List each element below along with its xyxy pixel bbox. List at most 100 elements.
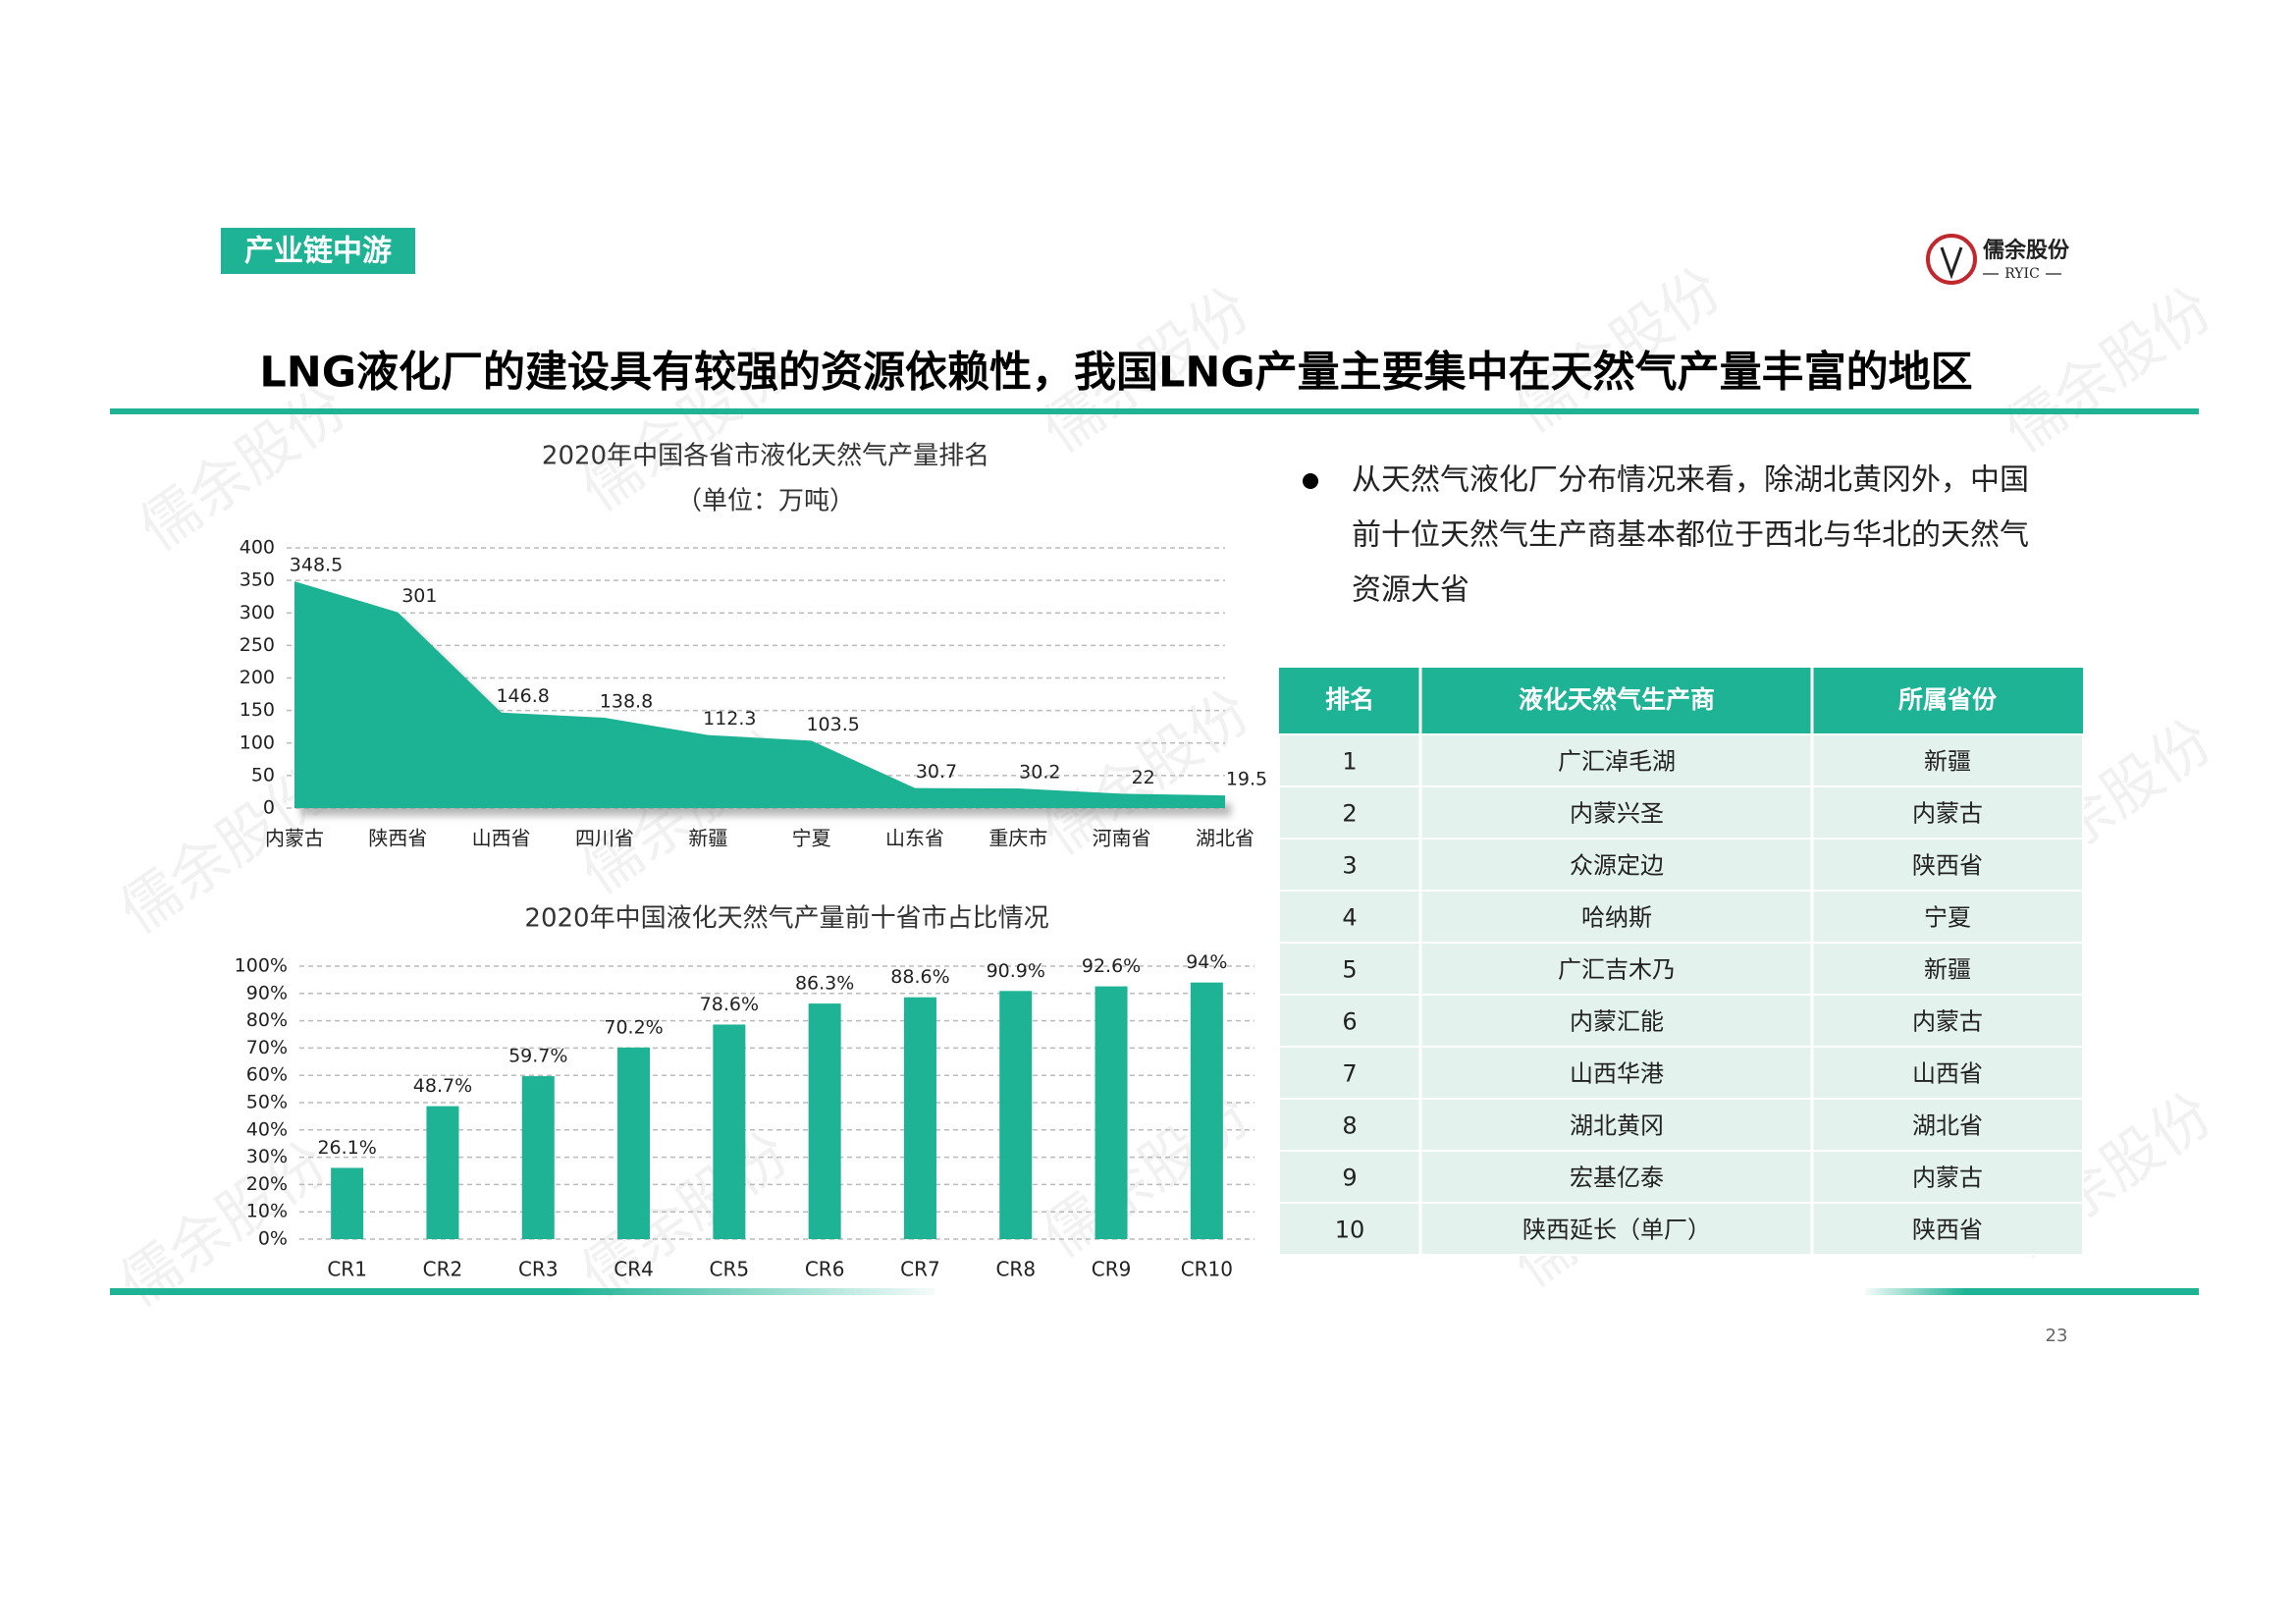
y-tick-label: 70% <box>246 1037 288 1058</box>
x-tick-label: CR5 <box>710 1258 750 1281</box>
x-tick-label: 四川省 <box>575 827 634 850</box>
table-cell: 陕西省 <box>1912 852 1983 880</box>
data-label: 348.5 <box>290 555 343 576</box>
table-cell: 陕西延长（单厂） <box>1522 1217 1711 1244</box>
table-cell: 新疆 <box>1924 748 1971 776</box>
table-cell: 内蒙古 <box>1912 800 1983 828</box>
table-cell: 9 <box>1342 1164 1357 1192</box>
table-cell: 新疆 <box>1924 956 1971 984</box>
data-label: 90.9% <box>987 960 1045 982</box>
data-label: 26.1% <box>317 1137 376 1159</box>
table-cell: 3 <box>1342 852 1357 880</box>
table-cell: 1 <box>1342 748 1357 776</box>
chart: 2020年中国液化天然气产量前十省市占比情况 0% 10% 20% 30% 40% 50% 6… <box>235 904 1255 1281</box>
x-tick-label: CR6 <box>805 1258 845 1281</box>
bullet-dot <box>1303 473 1318 489</box>
y-tick-label: 80% <box>246 1009 288 1031</box>
table-row-bg <box>1278 733 2084 787</box>
y-tick-label: 30% <box>246 1146 288 1167</box>
section-tag-bg <box>221 228 415 274</box>
section-tag: 产业链中游 <box>244 235 392 269</box>
chart-subtitle: （单位：万吨） <box>676 487 855 516</box>
table-header-bg <box>1279 668 2083 734</box>
table-cell: 6 <box>1342 1008 1357 1036</box>
bar <box>903 997 936 1239</box>
table-cell: 湖北省 <box>1912 1112 1983 1140</box>
data-label: 94% <box>1186 951 1227 973</box>
data-label: 30.2 <box>1019 761 1060 783</box>
watermark: 儒余股份 <box>569 1119 802 1311</box>
bullet-text: 从天然气液化厂分布情况来看，除湖北黄冈外，中国 <box>1352 463 2029 498</box>
x-tick-label: CR2 <box>423 1258 463 1281</box>
table-row-bg <box>1278 890 2084 944</box>
logo-mark <box>1926 234 1977 285</box>
data-label: 138.8 <box>600 691 653 713</box>
table-row-bg <box>1278 1046 2084 1100</box>
x-tick-label: CR8 <box>995 1258 1036 1281</box>
data-label: 86.3% <box>795 973 854 995</box>
table-cell: 8 <box>1342 1112 1357 1140</box>
x-tick-label: CR4 <box>614 1258 654 1281</box>
table-cell: 山西省 <box>1912 1060 1983 1088</box>
footer-rule <box>1865 1288 2199 1295</box>
y-tick-label: 250 <box>240 634 275 656</box>
x-tick-label: 内蒙古 <box>265 827 324 850</box>
table-cell: 广汇吉木乃 <box>1558 956 1676 984</box>
bar <box>331 1167 364 1239</box>
x-tick-label: 宁夏 <box>792 827 831 850</box>
data-label: 92.6% <box>1082 955 1141 977</box>
logo-name: 儒余股份 <box>1983 238 2070 263</box>
watermark: 儒余股份 <box>1031 1080 1263 1272</box>
y-tick-label: 50 <box>251 764 275 785</box>
x-tick-label: CR10 <box>1181 1258 1233 1281</box>
x-tick-label: 重庆市 <box>988 827 1047 850</box>
area <box>294 581 1225 808</box>
y-tick-label: 10% <box>246 1201 288 1222</box>
data-label: 30.7 <box>916 761 957 783</box>
table-row-bg <box>1278 994 2084 1048</box>
table-row-bg <box>1278 1098 2084 1152</box>
table-cell: 广汇淖毛湖 <box>1558 748 1676 776</box>
x-tick-label: 山西省 <box>472 827 531 850</box>
table-cell: 宏基亿泰 <box>1570 1164 1664 1192</box>
table-header: 排名 <box>1325 685 1374 714</box>
x-tick-label: CR7 <box>900 1258 940 1281</box>
table-row-bg <box>1278 785 2084 839</box>
x-tick-label: CR1 <box>327 1258 367 1281</box>
watermark: 儒余股份 <box>1993 275 2225 466</box>
table-cell: 宁夏 <box>1924 904 1971 932</box>
y-tick-label: 90% <box>246 982 288 1003</box>
table-cell: 4 <box>1342 904 1357 932</box>
x-tick-label: 陕西省 <box>368 827 427 850</box>
data-label: 59.7% <box>508 1046 567 1067</box>
table-cell: 10 <box>1335 1217 1365 1244</box>
bar <box>713 1024 746 1239</box>
y-tick-label: 40% <box>246 1118 288 1140</box>
table-cell: 哈纳斯 <box>1581 904 1652 932</box>
table-cell: 7 <box>1342 1060 1357 1088</box>
y-tick-label: 60% <box>246 1064 288 1086</box>
watermark: 儒余股份 <box>128 373 360 565</box>
y-tick-label: 350 <box>240 569 275 591</box>
table-cell: 内蒙古 <box>1912 1008 1983 1036</box>
data-label: 103.5 <box>806 714 859 735</box>
bar <box>999 991 1033 1239</box>
bar <box>521 1076 555 1239</box>
y-tick-label: 400 <box>240 537 275 559</box>
data-label: 301 <box>401 585 437 607</box>
data-label: 146.8 <box>496 685 549 707</box>
table-header: 液化天然气生产商 <box>1519 685 1715 714</box>
y-tick-label: 200 <box>240 667 275 688</box>
bar <box>808 1003 841 1239</box>
table-cell: 内蒙古 <box>1912 1164 1983 1192</box>
data-label: 22 <box>1132 767 1155 788</box>
y-tick-label: 300 <box>240 602 275 623</box>
x-tick-label: 山东省 <box>885 827 944 850</box>
logo-figure <box>1940 246 1963 280</box>
data-label: 19.5 <box>1226 769 1267 790</box>
data-label: 88.6% <box>890 966 949 988</box>
logo-sub: RYIC <box>2004 266 2040 282</box>
data-label: 112.3 <box>703 708 756 730</box>
